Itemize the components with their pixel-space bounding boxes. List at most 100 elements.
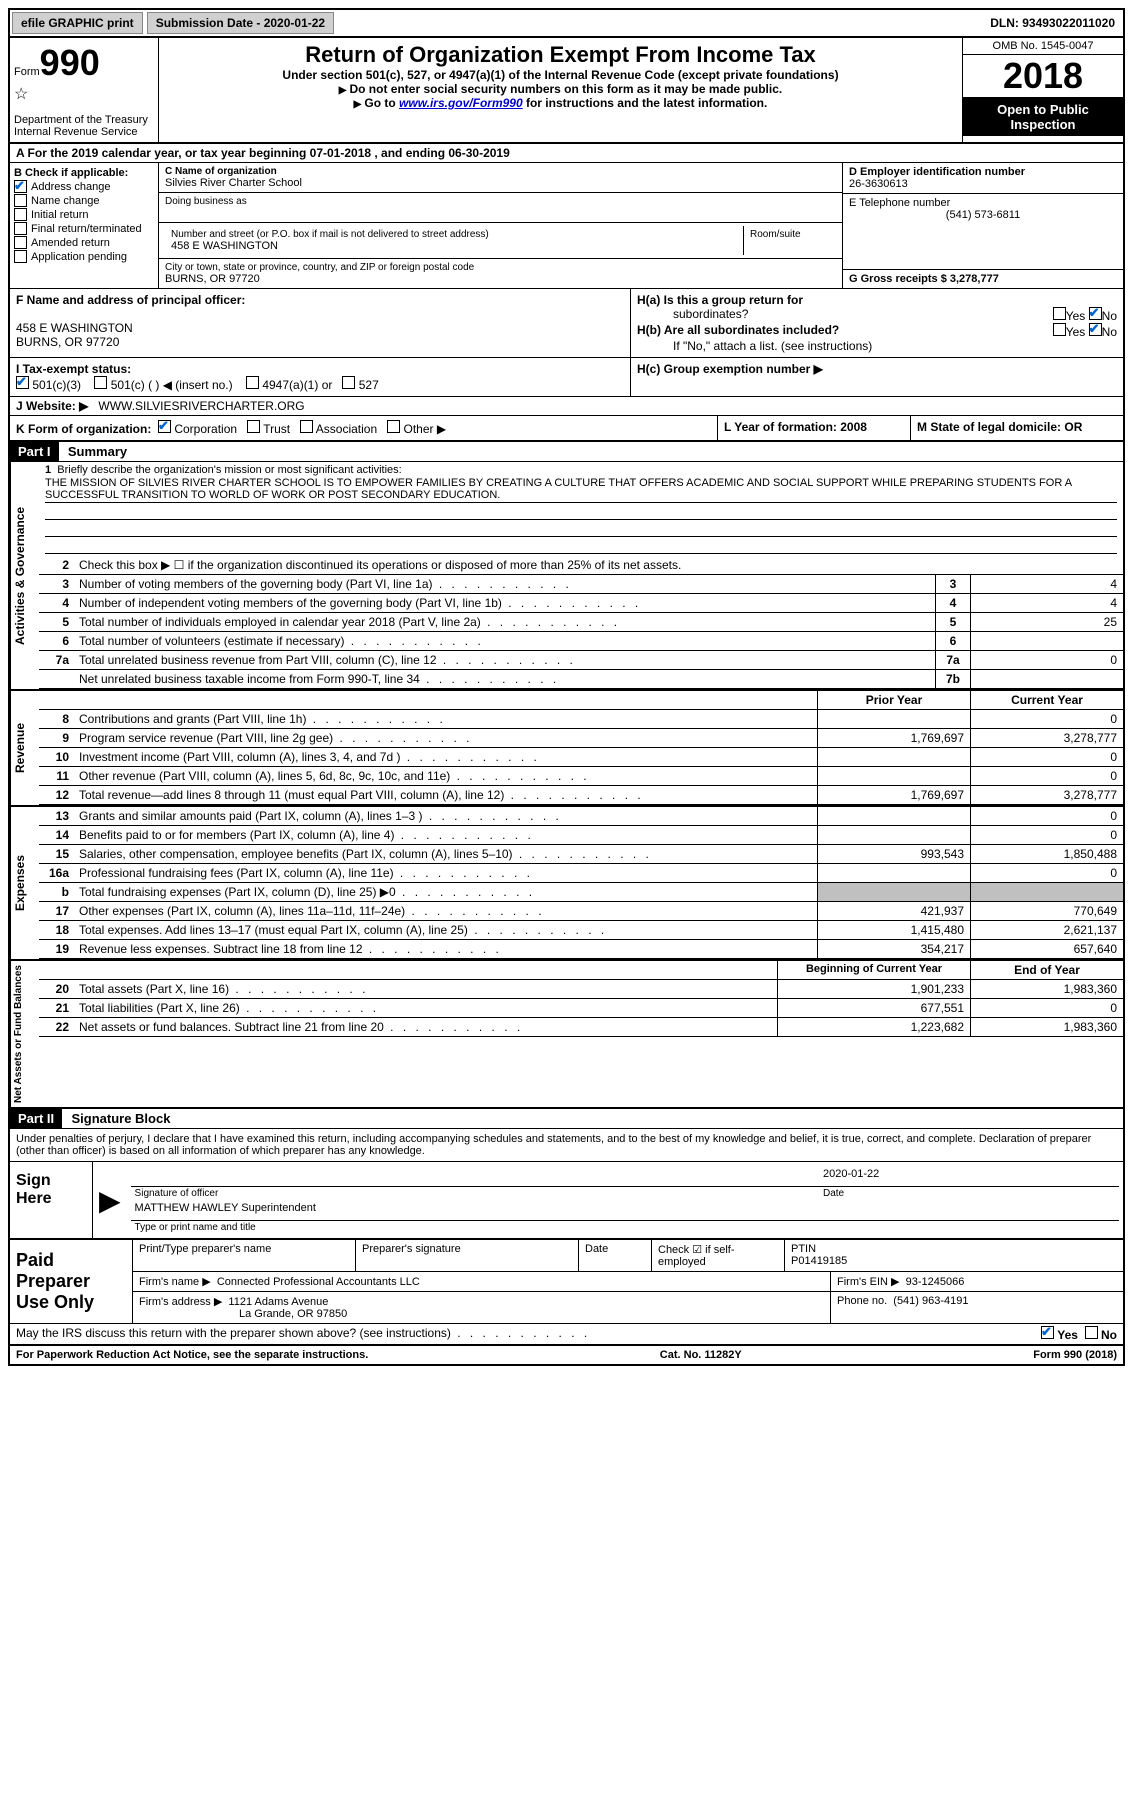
inspect-1: Open to Public <box>965 102 1121 117</box>
check-trust[interactable] <box>247 420 260 433</box>
check-501c3[interactable] <box>16 376 29 389</box>
sig-date-label: Date <box>819 1187 1119 1200</box>
inspect-2: Inspection <box>965 117 1121 132</box>
check-527[interactable] <box>342 376 355 389</box>
irs-label: Internal Revenue Service <box>14 126 154 138</box>
hb-yes[interactable] <box>1053 323 1066 336</box>
form-number: 990 <box>40 42 100 83</box>
summary-line-21: 21Total liabilities (Part X, line 26)677… <box>39 999 1123 1018</box>
dln: DLN: 93493022011020 <box>990 16 1123 30</box>
header-sub3-pre: Go to <box>364 96 399 110</box>
summary-line-22: 22Net assets or fund balances. Subtract … <box>39 1018 1123 1037</box>
check-final-return[interactable] <box>14 222 27 235</box>
summary-line-6: 6Total number of volunteers (estimate if… <box>39 632 1123 651</box>
summary-line-13: 13Grants and similar amounts paid (Part … <box>39 807 1123 826</box>
check-app-pending[interactable] <box>14 250 27 263</box>
check-corp[interactable] <box>158 420 171 433</box>
part1-header: Part I <box>10 442 59 461</box>
omb-number: OMB No. 1545-0047 <box>963 38 1123 55</box>
form-org-label: K Form of organization: <box>16 422 151 436</box>
header-sub1: Under section 501(c), 527, or 4947(a)(1)… <box>169 68 952 82</box>
ha-no[interactable] <box>1089 307 1102 320</box>
check-4947[interactable] <box>246 376 259 389</box>
section-f: F Name and address of principal officer:… <box>10 289 630 357</box>
ein-value: 26-3630613 <box>849 178 1117 190</box>
check-501c[interactable] <box>94 376 107 389</box>
paperwork-notice: For Paperwork Reduction Act Notice, see … <box>16 1349 368 1361</box>
sign-here-label: Sign Here <box>10 1162 93 1238</box>
tax-year: 2018 <box>963 55 1123 98</box>
summary-line-4: 4Number of independent voting members of… <box>39 594 1123 613</box>
org-city: BURNS, OR 97720 <box>165 273 836 285</box>
addr-label: Number and street (or P.O. box if mail i… <box>171 229 737 240</box>
check-assoc[interactable] <box>300 420 313 433</box>
org-name-label: C Name of organization <box>165 166 836 177</box>
summary-line-7a: 7aTotal unrelated business revenue from … <box>39 651 1123 670</box>
ptin-value: P01419185 <box>791 1255 847 1267</box>
check-name-change[interactable] <box>14 194 27 207</box>
officer-addr1: 458 E WASHINGTON <box>16 321 133 335</box>
firm-name: Connected Professional Accountants LLC <box>217 1276 420 1288</box>
efile-button[interactable]: efile GRAPHIC print <box>12 12 143 34</box>
vtab-expenses: Expenses <box>10 807 39 959</box>
summary-line-11: 11Other revenue (Part VIII, column (A), … <box>39 767 1123 786</box>
header-sub3-post: for instructions and the latest informat… <box>523 96 768 110</box>
part2-title: Signature Block <box>65 1111 170 1126</box>
hb-no[interactable] <box>1089 323 1102 336</box>
firm-ein-label: Firm's EIN ▶ <box>837 1276 900 1288</box>
cat-no: Cat. No. 11282Y <box>660 1349 742 1361</box>
check-other[interactable] <box>387 420 400 433</box>
sign-arrow-icon: ▶ <box>93 1184 127 1217</box>
officer-name-title: MATTHEW HAWLEY Superintendent <box>131 1200 1119 1221</box>
form-prefix: Form <box>14 66 40 78</box>
summary-line-12: 12Total revenue—add lines 8 through 11 (… <box>39 786 1123 805</box>
header-right: OMB No. 1545-0047 2018 Open to Public In… <box>962 38 1123 142</box>
org-name: Silvies River Charter School <box>165 177 836 189</box>
city-label: City or town, state or province, country… <box>165 262 836 273</box>
state-domicile: M State of legal domicile: OR <box>917 420 1082 434</box>
phone-value: (541) 573-6811 <box>849 209 1117 221</box>
summary-line-5: 5Total number of individuals employed in… <box>39 613 1123 632</box>
ha-yes[interactable] <box>1053 307 1066 320</box>
firm-phone-label: Phone no. <box>837 1295 887 1307</box>
form990-link[interactable]: www.irs.gov/Form990 <box>399 96 523 110</box>
summary-line-19: 19Revenue less expenses. Subtract line 1… <box>39 940 1123 959</box>
summary-line-16a: 16aProfessional fundraising fees (Part I… <box>39 864 1123 883</box>
summary-line-20: 20Total assets (Part X, line 16)1,901,23… <box>39 980 1123 999</box>
begin-year-header: Beginning of Current Year <box>777 961 970 979</box>
website-value: WWW.SILVIESRIVERCHARTER.ORG <box>98 399 304 413</box>
summary-line-9: 9Program service revenue (Part VIII, lin… <box>39 729 1123 748</box>
check-amended[interactable] <box>14 236 27 249</box>
check-initial-return[interactable] <box>14 208 27 221</box>
prep-sig-label: Preparer's signature <box>356 1240 579 1271</box>
firm-addr-label: Firm's address ▶ <box>139 1296 222 1308</box>
summary-line-15: 15Salaries, other compensation, employee… <box>39 845 1123 864</box>
print-name-label: Print/Type preparer's name <box>133 1240 356 1271</box>
penalty-text: Under penalties of perjury, I declare th… <box>10 1129 1123 1161</box>
room-label: Room/suite <box>750 229 830 240</box>
sig-date: 2020-01-22 <box>819 1166 1119 1187</box>
discuss-text: May the IRS discuss this return with the… <box>16 1326 451 1340</box>
gross-receipts: G Gross receipts $ 3,278,777 <box>849 273 999 285</box>
part2-header: Part II <box>10 1109 62 1128</box>
discuss-yes[interactable] <box>1041 1326 1054 1339</box>
firm-addr1: 1121 Adams Avenue <box>228 1296 328 1308</box>
prep-date-label: Date <box>579 1240 652 1271</box>
sig-officer-label: Signature of officer <box>131 1187 819 1200</box>
row-a-tax-year: A For the 2019 calendar year, or tax yea… <box>10 144 1123 163</box>
current-year-header: Current Year <box>970 691 1123 709</box>
mission-label: Briefly describe the organization's miss… <box>57 464 401 476</box>
part1-title: Summary <box>62 444 127 459</box>
summary-line-17: 17Other expenses (Part IX, column (A), l… <box>39 902 1123 921</box>
form-footer: Form 990 (2018) <box>1033 1349 1117 1361</box>
discuss-no[interactable] <box>1085 1326 1098 1339</box>
officer-label: F Name and address of principal officer: <box>16 293 245 307</box>
vtab-net-assets: Net Assets or Fund Balances <box>10 961 39 1107</box>
header-center: Return of Organization Exempt From Incom… <box>159 38 962 142</box>
section-b-label: B Check if applicable: <box>14 167 128 179</box>
section-h: H(a) Is this a group return for subordin… <box>630 289 1123 357</box>
hc-label: H(c) Group exemption number ▶ <box>637 362 823 376</box>
paid-preparer-label: Paid Preparer Use Only <box>10 1240 133 1323</box>
check-address-change[interactable] <box>14 180 27 193</box>
vtab-governance: Activities & Governance <box>10 462 39 689</box>
